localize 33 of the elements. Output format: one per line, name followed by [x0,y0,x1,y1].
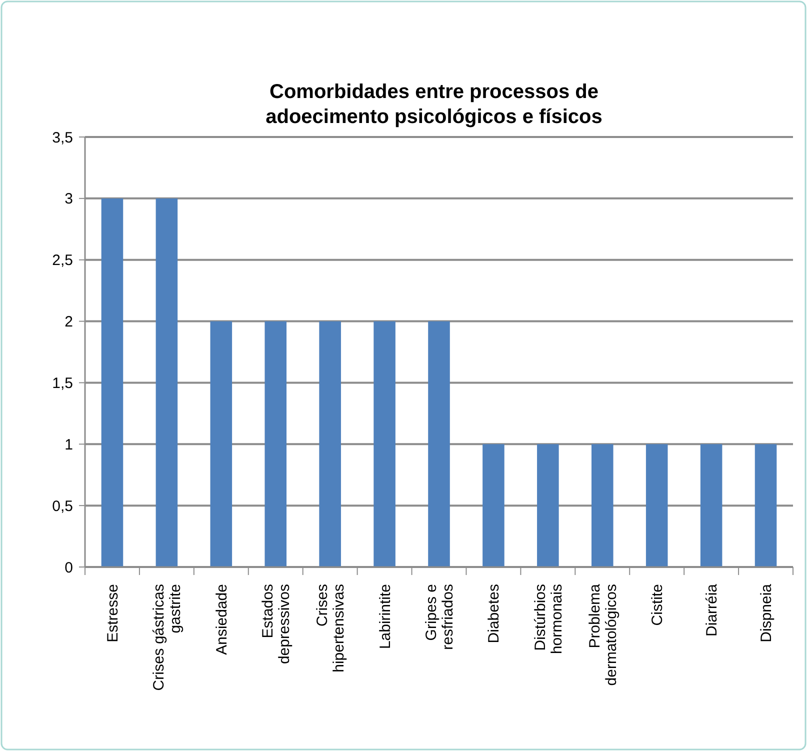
bar [700,444,722,567]
bar [264,321,287,567]
x-tick-label: Gripes e resfriados [423,584,456,650]
bar [210,321,232,567]
chart-title: Comorbidades entre processos de adoecimento psicológicos e físicos [266,81,602,128]
bar [156,198,178,567]
bar [319,321,341,567]
y-tick-label: 1 [64,436,73,454]
y-tick-label: 0,5 [52,498,73,515]
y-tick-label: 2 [64,314,73,331]
bar [591,444,614,567]
bar [646,444,668,567]
bar [428,321,450,567]
bar [374,321,396,567]
y-tick-label: 0 [64,559,73,576]
x-tick-label: Estresse [104,584,122,642]
x-tick-label: Crises gástricas gastrite [150,584,184,691]
x-tick-label: Estados depressivos [260,584,294,664]
y-tick-label: 1,5 [52,374,73,392]
x-tick-label: Dispneia [758,583,776,642]
bar [482,444,504,567]
x-tick-label: Labirintite [376,584,394,650]
y-tick-label: 3,5 [52,129,73,146]
y-tick-label: 3 [64,190,73,208]
x-tick-label: Diarréia [704,583,721,637]
x-tick-label: Ansiedade [213,584,230,655]
y-tick-label: 2,5 [52,252,73,270]
bar [101,198,124,567]
bar [754,444,777,567]
bar [537,444,559,567]
x-tick-label: Cistite [649,584,666,626]
x-tick-label: Diabetes [486,584,503,644]
x-tick-label: Distúrbios hormonais [532,584,566,654]
